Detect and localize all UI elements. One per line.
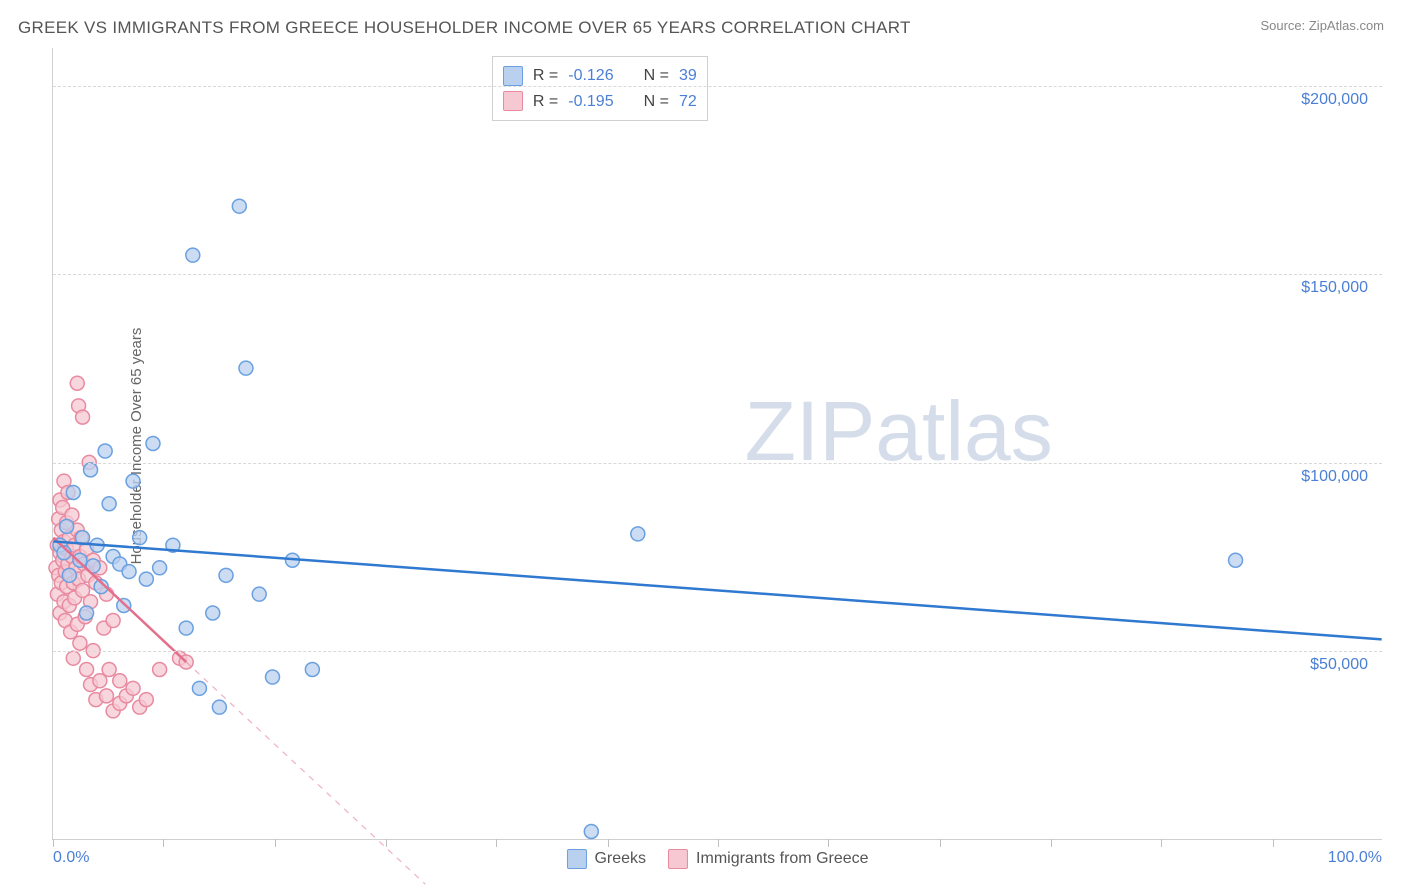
chart-svg	[53, 48, 1382, 839]
trend-line-extension	[186, 662, 425, 884]
chart-title: GREEK VS IMMIGRANTS FROM GREECE HOUSEHOL…	[18, 18, 911, 38]
x-tick	[718, 839, 719, 847]
data-point	[93, 674, 107, 688]
legend-swatch	[566, 849, 586, 869]
x-axis-start-label: 0.0%	[53, 849, 89, 867]
x-tick	[828, 839, 829, 847]
data-point	[252, 587, 266, 601]
data-point	[239, 361, 253, 375]
y-tick-label: $50,000	[1310, 656, 1368, 674]
legend-swatch	[503, 91, 523, 111]
legend-series-item: Immigrants from Greece	[668, 849, 868, 869]
legend-swatch	[503, 66, 523, 86]
data-point	[192, 681, 206, 695]
data-point	[102, 663, 116, 677]
gridline	[53, 463, 1382, 464]
legend-correlation-box: R =-0.126N =39R =-0.195N =72	[492, 56, 708, 121]
data-point	[73, 636, 87, 650]
data-point	[73, 553, 87, 567]
data-point	[106, 614, 120, 628]
data-point	[70, 376, 84, 390]
x-tick	[1161, 839, 1162, 847]
data-point	[66, 651, 80, 665]
source-label: Source: ZipAtlas.com	[1260, 18, 1384, 33]
data-point	[102, 497, 116, 511]
data-point	[206, 606, 220, 620]
x-tick	[53, 839, 54, 847]
data-point	[122, 565, 136, 579]
data-point	[80, 663, 94, 677]
data-point	[126, 681, 140, 695]
x-tick	[608, 839, 609, 847]
x-tick	[1273, 839, 1274, 847]
data-point	[1229, 553, 1243, 567]
gridline	[53, 651, 1382, 652]
gridline	[53, 86, 1382, 87]
legend-n-label: N =	[644, 89, 669, 115]
y-tick-label: $200,000	[1301, 91, 1368, 109]
data-point	[133, 531, 147, 545]
data-point	[266, 670, 280, 684]
legend-series-label: Greeks	[594, 850, 646, 868]
legend-series-label: Immigrants from Greece	[696, 850, 868, 868]
legend-r-value: -0.195	[568, 89, 613, 115]
legend-correlation-row: R = -0.195 N = 72	[503, 89, 697, 115]
data-point	[66, 485, 80, 499]
x-tick	[1051, 839, 1052, 847]
data-point	[179, 621, 193, 635]
data-point	[232, 199, 246, 213]
data-point	[219, 568, 233, 582]
data-point	[99, 689, 113, 703]
y-tick-label: $150,000	[1301, 279, 1368, 297]
legend-n-value: 72	[679, 89, 697, 115]
data-point	[98, 444, 112, 458]
data-point	[212, 700, 226, 714]
data-point	[113, 674, 127, 688]
legend-series-item: Greeks	[566, 849, 646, 869]
legend-series: Greeks Immigrants from Greece	[566, 849, 868, 869]
gridline	[53, 274, 1382, 275]
data-point	[76, 410, 90, 424]
x-tick	[496, 839, 497, 847]
data-point	[305, 663, 319, 677]
data-point	[584, 824, 598, 838]
data-point	[84, 463, 98, 477]
data-point	[153, 663, 167, 677]
data-point	[139, 693, 153, 707]
x-tick	[386, 839, 387, 847]
data-point	[126, 474, 140, 488]
x-tick	[275, 839, 276, 847]
data-point	[80, 606, 94, 620]
data-point	[62, 568, 76, 582]
data-point	[139, 572, 153, 586]
plot-area: ZIPatlas R =-0.126N =39R =-0.195N =72 Gr…	[52, 48, 1382, 840]
data-point	[631, 527, 645, 541]
data-point	[60, 519, 74, 533]
data-point	[153, 561, 167, 575]
x-axis-end-label: 100.0%	[1328, 849, 1382, 867]
data-point	[186, 248, 200, 262]
x-tick	[163, 839, 164, 847]
x-tick	[940, 839, 941, 847]
y-tick-label: $100,000	[1301, 468, 1368, 486]
legend-r-label: R =	[533, 89, 558, 115]
legend-swatch	[668, 849, 688, 869]
data-point	[146, 437, 160, 451]
